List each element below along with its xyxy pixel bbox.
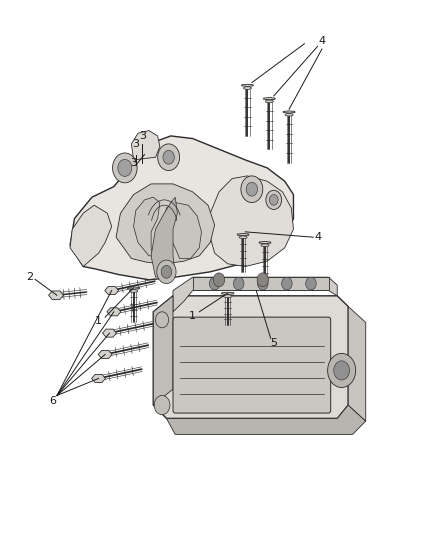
- Circle shape: [154, 395, 170, 415]
- Polygon shape: [153, 296, 348, 418]
- Circle shape: [118, 159, 132, 176]
- Ellipse shape: [265, 100, 273, 103]
- Circle shape: [113, 153, 137, 183]
- Text: 5: 5: [270, 338, 277, 348]
- Ellipse shape: [244, 87, 251, 90]
- Circle shape: [163, 150, 174, 164]
- Ellipse shape: [239, 236, 247, 239]
- Polygon shape: [348, 306, 366, 421]
- Text: 6: 6: [49, 396, 56, 406]
- Text: 2: 2: [26, 272, 33, 282]
- Polygon shape: [98, 350, 112, 359]
- Polygon shape: [127, 287, 140, 289]
- Circle shape: [155, 312, 169, 328]
- Polygon shape: [164, 203, 201, 259]
- Ellipse shape: [261, 244, 269, 247]
- Circle shape: [233, 277, 244, 290]
- Polygon shape: [283, 111, 295, 113]
- Polygon shape: [151, 197, 177, 277]
- Circle shape: [269, 195, 278, 205]
- Text: 1: 1: [95, 316, 102, 326]
- Circle shape: [266, 190, 282, 209]
- Polygon shape: [237, 233, 249, 236]
- Text: 4: 4: [318, 36, 325, 46]
- Polygon shape: [153, 296, 173, 405]
- Polygon shape: [105, 286, 119, 295]
- Circle shape: [306, 277, 316, 290]
- Ellipse shape: [129, 289, 138, 292]
- Polygon shape: [102, 329, 117, 337]
- Text: 1: 1: [189, 311, 196, 320]
- Circle shape: [158, 144, 180, 171]
- Polygon shape: [131, 131, 160, 160]
- Polygon shape: [259, 241, 271, 244]
- Polygon shape: [107, 308, 121, 316]
- Ellipse shape: [223, 295, 232, 297]
- Circle shape: [328, 353, 356, 387]
- Polygon shape: [92, 374, 106, 383]
- Polygon shape: [134, 197, 160, 256]
- Circle shape: [246, 182, 258, 196]
- Polygon shape: [173, 277, 337, 312]
- Polygon shape: [210, 176, 293, 266]
- Circle shape: [241, 176, 263, 203]
- Polygon shape: [193, 277, 328, 290]
- Circle shape: [209, 277, 220, 290]
- Polygon shape: [70, 205, 112, 266]
- Polygon shape: [116, 184, 215, 264]
- Polygon shape: [166, 405, 366, 434]
- Circle shape: [161, 265, 172, 278]
- Polygon shape: [264, 98, 275, 100]
- Circle shape: [257, 273, 268, 287]
- Polygon shape: [49, 291, 64, 300]
- Text: 3: 3: [139, 131, 146, 141]
- Polygon shape: [222, 292, 234, 295]
- Circle shape: [213, 273, 225, 287]
- Polygon shape: [70, 136, 293, 280]
- Circle shape: [334, 361, 350, 380]
- Polygon shape: [242, 84, 253, 86]
- Ellipse shape: [285, 114, 293, 116]
- Circle shape: [258, 277, 268, 290]
- Text: 3: 3: [132, 139, 139, 149]
- FancyBboxPatch shape: [173, 317, 331, 413]
- Circle shape: [282, 277, 292, 290]
- Text: 3: 3: [130, 158, 137, 167]
- Circle shape: [157, 260, 176, 284]
- Text: 4: 4: [315, 232, 322, 242]
